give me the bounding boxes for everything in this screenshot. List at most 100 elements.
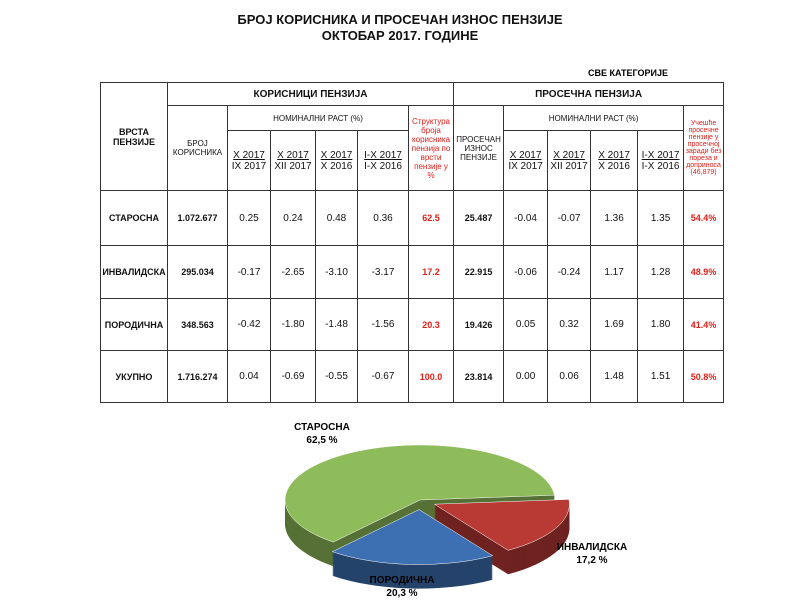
slice-label: ПОРОДИЧНА: [370, 575, 435, 586]
slice-value-label: 62,5 %: [306, 435, 337, 446]
table-cell: -2.65: [270, 245, 316, 299]
table-row: СТАРОСНА 1.072.677 0.25 0.24 0.48 0.36 62.5 25.…: [100, 190, 725, 246]
pie-slice: [433, 499, 570, 551]
period-header: I-X 2017 I-X 2016: [357, 130, 409, 191]
table-cell: -0.07: [547, 190, 592, 246]
table-cell: 17.2: [407, 245, 455, 299]
table-cell: СТАРОСНА: [100, 190, 168, 246]
table-cell: 1.35: [637, 190, 685, 246]
period-bottom: IX 2017: [508, 160, 543, 172]
table-cell: 1.69: [590, 298, 639, 351]
period-bottom: I-X 2016: [641, 160, 680, 172]
table-cell: 295.034: [167, 245, 228, 299]
table-cell: -0.67: [357, 350, 409, 403]
table-cell: 0.06: [547, 350, 592, 403]
table-cell: 48.9%: [683, 245, 725, 299]
table-cell: 25.487: [453, 190, 505, 246]
period-top: I-X 2017: [364, 149, 402, 161]
table-cell: -3.17: [357, 245, 409, 299]
slice-value-label: 17,2 %: [576, 555, 607, 566]
table-cell: 0.04: [227, 350, 271, 403]
table-cell: 1.28: [637, 245, 685, 299]
table-cell: -3.10: [315, 245, 358, 299]
period-header: I-X 2017 I-X 2016: [637, 130, 685, 191]
table-cell: -0.17: [227, 245, 271, 299]
header-cell: Структура броја корисника пензија по врс…: [407, 105, 455, 191]
table-row: ПОРОДИЧНА 348.563 -0.42 -1.80 -1.48 -1.56 20.3…: [100, 298, 725, 351]
table-cell: 0.36: [357, 190, 409, 246]
table-cell: 20.3: [407, 298, 455, 351]
period-bottom: X 2016: [598, 160, 630, 172]
table-row: ИНВАЛИДСКА 295.034 -0.17 -2.65 -3.10 -3.17 17.…: [100, 245, 725, 299]
table-cell: -1.56: [357, 298, 409, 351]
table-cell: 54.4%: [683, 190, 725, 246]
table-cell: -0.06: [503, 245, 549, 299]
period-top: X 2017: [277, 149, 309, 161]
header-cell: ПРОСЕЧНА ПЕНЗИЈА: [453, 82, 725, 106]
period-top: X 2017: [509, 149, 542, 161]
table-cell: -0.42: [227, 298, 271, 351]
period-bottom: IX 2017: [231, 160, 267, 172]
table-cell: -0.55: [315, 350, 358, 403]
table-cell: 348.563: [167, 298, 228, 351]
table-cell: 0.24: [270, 190, 316, 246]
period-bottom: I-X 2016: [364, 160, 402, 172]
pie-slice: [284, 444, 555, 543]
table-cell: 41.4%: [683, 298, 725, 351]
table-cell: 1.716.274: [167, 350, 228, 403]
slice-label: СТАРОСНА: [294, 422, 350, 433]
period-bottom: XII 2017: [274, 160, 312, 172]
period-top: X 2017: [233, 149, 265, 161]
period-header: X 2017 X 2016: [590, 130, 639, 191]
table-cell: 1.80: [637, 298, 685, 351]
table-cell: 1.072.677: [167, 190, 228, 246]
table-cell: 0.25: [227, 190, 271, 246]
table-cell: 1.51: [637, 350, 685, 403]
table-cell: 23.814: [453, 350, 505, 403]
table-cell: 100.0: [407, 350, 455, 403]
pension-table: ВРСТА ПЕНЗИЈЕ КОРИСНИЦИ ПЕНЗИЈА ПРОСЕЧНА…: [100, 82, 725, 403]
table-cell: УКУПНО: [100, 350, 168, 403]
table-cell: 1.17: [590, 245, 639, 299]
table-row: УКУПНО 1.716.274 0.04 -0.69 -0.55 -0.67 100.0 2…: [100, 350, 725, 403]
table-cell: 1.48: [590, 350, 639, 403]
header-cell: Учешће просечне пензије у просечној зара…: [683, 105, 725, 191]
table-cell: ИНВАЛИДСКА: [100, 245, 168, 299]
table-cell: 19.426: [453, 298, 505, 351]
period-top: X 2017: [553, 149, 585, 161]
table-cell: 62.5: [407, 190, 455, 246]
header-cell: ВРСТА ПЕНЗИЈЕ: [100, 82, 168, 191]
table-cell: -1.80: [270, 298, 316, 351]
period-top: I-X 2017: [641, 149, 680, 161]
period-top: X 2017: [320, 149, 353, 161]
period-header: X 2017 XII 2017: [547, 130, 592, 191]
pie-chart: СТАРОСНА 62,5 % ИНВАЛИДСКА 17,2 % ПОРОДИЧНА 2…: [284, 422, 627, 599]
table-cell: 1.36: [590, 190, 639, 246]
pie-slice: [331, 509, 494, 565]
table-cell: 0.48: [315, 190, 358, 246]
table-cell: 0.05: [503, 298, 549, 351]
table-cell: 22.915: [453, 245, 505, 299]
period-bottom: X 2016: [320, 160, 353, 172]
period-header: X 2017 X 2016: [315, 130, 358, 191]
table-cell: 50.8%: [683, 350, 725, 403]
period-header: X 2017 XII 2017: [270, 130, 316, 191]
header-cell: ПРОСЕЧАН ИЗНОС ПЕНЗИЈЕ: [453, 105, 505, 191]
period-header: X 2017 IX 2017: [227, 130, 271, 191]
slice-value-label: 20,3 %: [386, 588, 417, 599]
slice-label: ИНВАЛИДСКА: [557, 542, 627, 553]
table-cell: -0.24: [547, 245, 592, 299]
table-cell: ПОРОДИЧНА: [100, 298, 168, 351]
period-header: X 2017 IX 2017: [503, 130, 549, 191]
header-cell: НОМИНАЛНИ РАСТ (%): [503, 105, 685, 131]
period-top: X 2017: [598, 149, 630, 161]
table-cell: 0.00: [503, 350, 549, 403]
table-cell: -1.48: [315, 298, 358, 351]
header-cell: НОМИНАЛНИ РАСТ (%): [227, 105, 409, 131]
table-cell: -0.69: [270, 350, 316, 403]
header-cell: КОРИСНИЦИ ПЕНЗИЈА: [166, 82, 455, 106]
header-cell: БРОЈ КОРИСНИКА: [167, 105, 228, 191]
note: СВЕ КАТЕГОРИЈЕ: [588, 68, 669, 78]
table-cell: -0.04: [503, 190, 549, 246]
title: БРОЈ КОРИСНИКА И ПРОСЕЧАН ИЗНОС ПЕНЗИЈЕ: [237, 12, 563, 27]
